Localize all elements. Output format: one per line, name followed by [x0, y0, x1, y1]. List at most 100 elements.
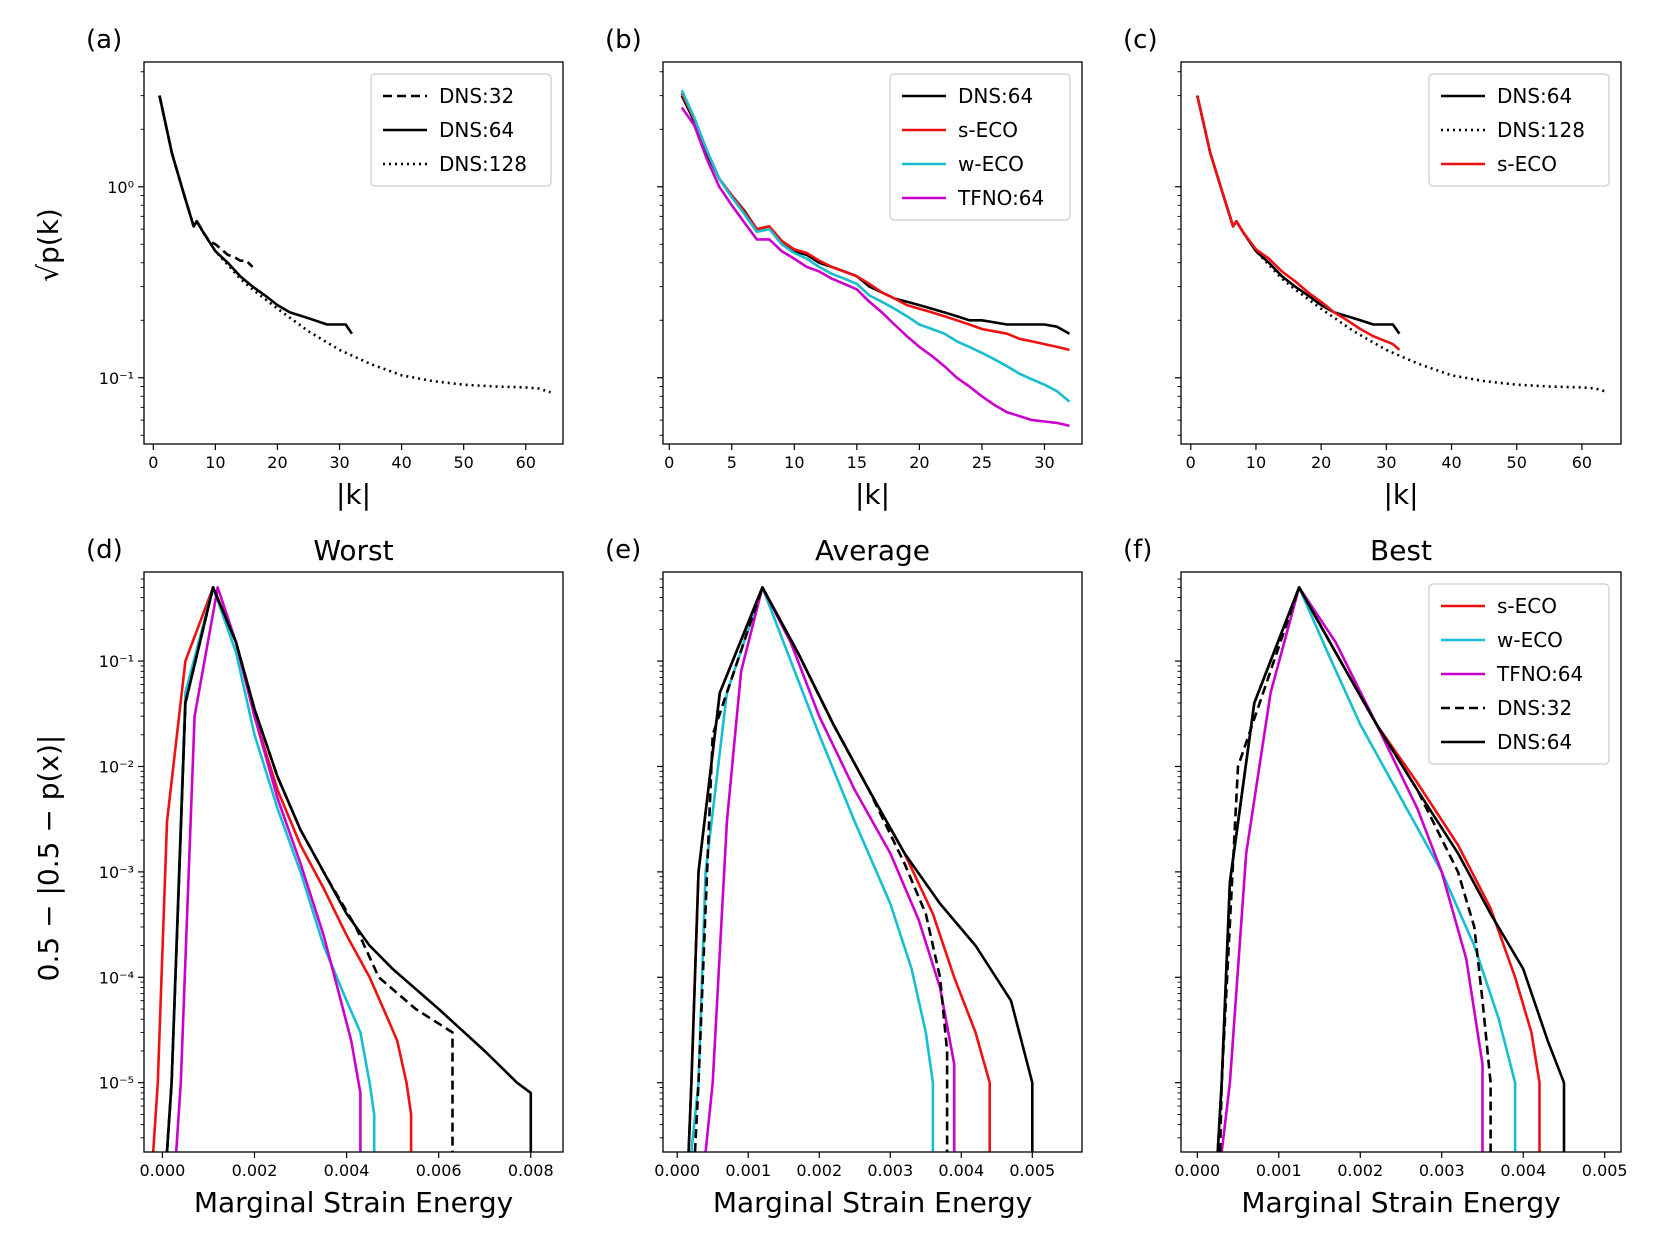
series-group — [151, 586, 533, 1152]
panel-f: 0.000 0.001 0.002 0.003 0.004 0.005 (f) Best Mar… — [1123, 534, 1628, 1219]
x-tick-label: 0.000 — [654, 1161, 700, 1180]
legend-box — [370, 73, 552, 187]
panel-label: (d) — [86, 535, 123, 565]
axes-frame — [1180, 61, 1622, 445]
axes-frame — [143, 571, 564, 1153]
x-axis-label: Marginal Strain Energy — [1241, 1186, 1560, 1219]
panel-c: 0 10 20 30 40 50 60 (c) |k| DNS:64 DNS:128 s-ECO — [1123, 25, 1622, 511]
panel-title: Worst — [313, 534, 393, 567]
x-axis-label: |k| — [855, 478, 890, 511]
series-line-dns-64 — [158, 95, 353, 335]
x-tick-label: 0.002 — [232, 1161, 278, 1180]
series-line-dns-128 — [158, 95, 551, 394]
series-line-w-eco — [680, 89, 1071, 403]
x-tick-label: 0 — [148, 453, 158, 472]
legend-label: DNS:32 — [1497, 696, 1572, 720]
x-tick-label: 20 — [267, 453, 287, 472]
legend-label: s-ECO — [1497, 152, 1557, 176]
panel-e: 0.000 0.001 0.002 0.003 0.004 0.005 (e) Average… — [605, 534, 1083, 1219]
panel-title: Best — [1370, 534, 1432, 567]
legend-box — [1428, 73, 1610, 187]
x-tick-label: 10 — [205, 453, 225, 472]
legend-label: w-ECO — [958, 152, 1024, 176]
panel-a: 0 10 20 30 40 50 6010⁰10⁻¹(a)|k|DNS:32DNS:64DN… — [86, 25, 564, 511]
panel-label: (b) — [605, 25, 642, 55]
x-tick-label: 0.001 — [725, 1161, 771, 1180]
x-tick-label: 20 — [909, 453, 929, 472]
panel-d: 0.000 0.002 0.004 0.006 0.008 10⁻¹ 10⁻² 10⁻³ 10⁻… — [86, 534, 564, 1219]
x-axis-label: |k| — [336, 478, 371, 511]
series-line-dns-64 — [1216, 586, 1566, 1152]
x-tick-label: 25 — [972, 453, 992, 472]
legend-label: DNS:64 — [1497, 84, 1572, 108]
panel-title: Average — [815, 534, 930, 567]
legend-box — [1428, 583, 1610, 765]
legend-label: DNS:128 — [1497, 118, 1585, 142]
x-tick-label: 60 — [516, 453, 536, 472]
x-tick-label: 50 — [454, 453, 474, 472]
series-line-tfno-64 — [1220, 586, 1484, 1152]
legend-label: DNS:128 — [439, 152, 527, 176]
y-tick-label: 10⁻⁵ — [99, 1074, 134, 1093]
x-tick-label: 0.002 — [1337, 1161, 1383, 1180]
x-tick-label: 0.006 — [416, 1161, 462, 1180]
x-tick-label: 50 — [1507, 453, 1527, 472]
series-group — [1196, 95, 1609, 394]
x-tick-label: 0.004 — [938, 1161, 984, 1180]
panel-label: (c) — [1123, 25, 1158, 55]
series-line-dns-32 — [693, 586, 949, 1152]
legend-label: TFNO:64 — [957, 186, 1044, 210]
panel-label: (f) — [1123, 535, 1152, 565]
series-line-w-eco — [165, 586, 376, 1152]
legend: DNS:32 DNS:64 DNS:128 — [370, 73, 552, 187]
series-line-s-eco — [1196, 95, 1401, 351]
x-axis-label: Marginal Strain Energy — [194, 1186, 513, 1219]
axes-frame — [662, 61, 1083, 445]
legend-label: DNS:32 — [439, 84, 514, 108]
y-tick-label: 10⁻⁴ — [99, 968, 134, 987]
x-tick-label: 0.001 — [1256, 1161, 1302, 1180]
x-axis-label: Marginal Strain Energy — [713, 1186, 1032, 1219]
legend-label: s-ECO — [958, 118, 1018, 142]
series-group — [687, 586, 1034, 1152]
x-tick-label: 20 — [1311, 453, 1331, 472]
x-tick-label: 5 — [727, 453, 737, 472]
x-tick-label: 0.005 — [1582, 1161, 1628, 1180]
series-line-tfno-64 — [680, 106, 1070, 428]
legend-label: s-ECO — [1497, 594, 1557, 618]
legend-label: DNS:64 — [439, 118, 514, 142]
x-tick-label: 0.002 — [796, 1161, 842, 1180]
series-group — [1216, 586, 1566, 1152]
series-group — [158, 95, 551, 394]
legend: DNS:64 s-ECO w-ECO TFNO:64 — [889, 73, 1071, 221]
x-tick-label: 0.005 — [1009, 1161, 1055, 1180]
series-line-dns-64 — [1196, 95, 1401, 335]
x-tick-label: 0 — [1186, 453, 1196, 472]
y-tick-label: 10⁻¹ — [99, 652, 134, 671]
bottom-y-axis-label: 0.5 − |0.5 − p(x)| — [32, 735, 65, 982]
series-line-dns-32 — [158, 95, 254, 268]
legend: DNS:64 DNS:128 s-ECO — [1428, 73, 1610, 187]
x-tick-label: 0.003 — [1419, 1161, 1465, 1180]
x-tick-label: 0.004 — [324, 1161, 370, 1180]
legend-label: DNS:64 — [958, 84, 1033, 108]
series-line-dns-64 — [687, 586, 1034, 1152]
x-tick-label: 10 — [1246, 453, 1266, 472]
x-tick-label: 0.003 — [867, 1161, 913, 1180]
x-axis-label: |k| — [1383, 478, 1418, 511]
y-tick-label: 10⁰ — [107, 178, 134, 197]
top-y-axis-label: √p(k) — [32, 208, 65, 282]
x-tick-label: 60 — [1572, 453, 1592, 472]
x-tick-label: 10 — [784, 453, 804, 472]
x-tick-label: 40 — [391, 453, 411, 472]
panel-label: (e) — [605, 535, 641, 565]
x-tick-label: 0.004 — [1500, 1161, 1546, 1180]
series-line-dns-64 — [165, 586, 533, 1152]
series-group — [680, 89, 1071, 428]
panel-b: 0 5 10 15 20 25 30 (b) |k| DNS:64 s-ECO w-ECO TFNO:6… — [605, 25, 1083, 511]
axes-frame — [662, 571, 1083, 1153]
x-tick-label: 0 — [664, 453, 674, 472]
legend-label: DNS:64 — [1497, 730, 1572, 754]
y-tick-label: 10⁻¹ — [99, 369, 134, 388]
